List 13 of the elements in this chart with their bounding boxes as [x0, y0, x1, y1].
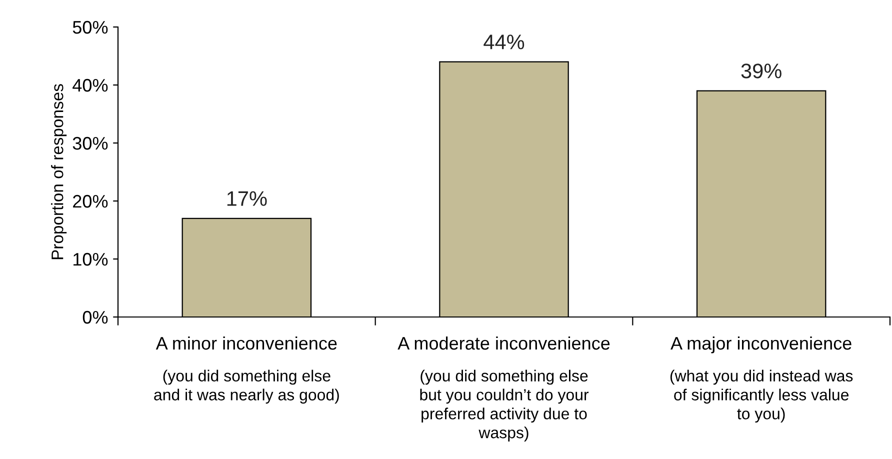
x-tick-label: A major inconvenience (what you did instead was of significantly less value to you)	[670, 336, 853, 423]
y-tick-label: 30%	[72, 136, 108, 150]
y-axis-title: Proportion of responses	[51, 84, 67, 260]
y-tick-label: 50%	[72, 20, 108, 34]
data-label: 39%	[741, 64, 782, 78]
data-label: 44%	[484, 34, 524, 50]
data-label: 17%	[227, 191, 267, 206]
y-tick-label: 20%	[73, 194, 108, 208]
x-tick-label: A moderate inconvenience (you did something else but you couldn’t do your preferred activity due to wasps)	[398, 336, 610, 442]
y-tick-label: 40%	[72, 78, 108, 92]
y-tick-label: 0%	[82, 310, 108, 324]
x-tick-label: A minor inconvenience (you did something else and it was nearly as good)	[154, 336, 339, 404]
y-tick-label: 10%	[74, 252, 108, 266]
